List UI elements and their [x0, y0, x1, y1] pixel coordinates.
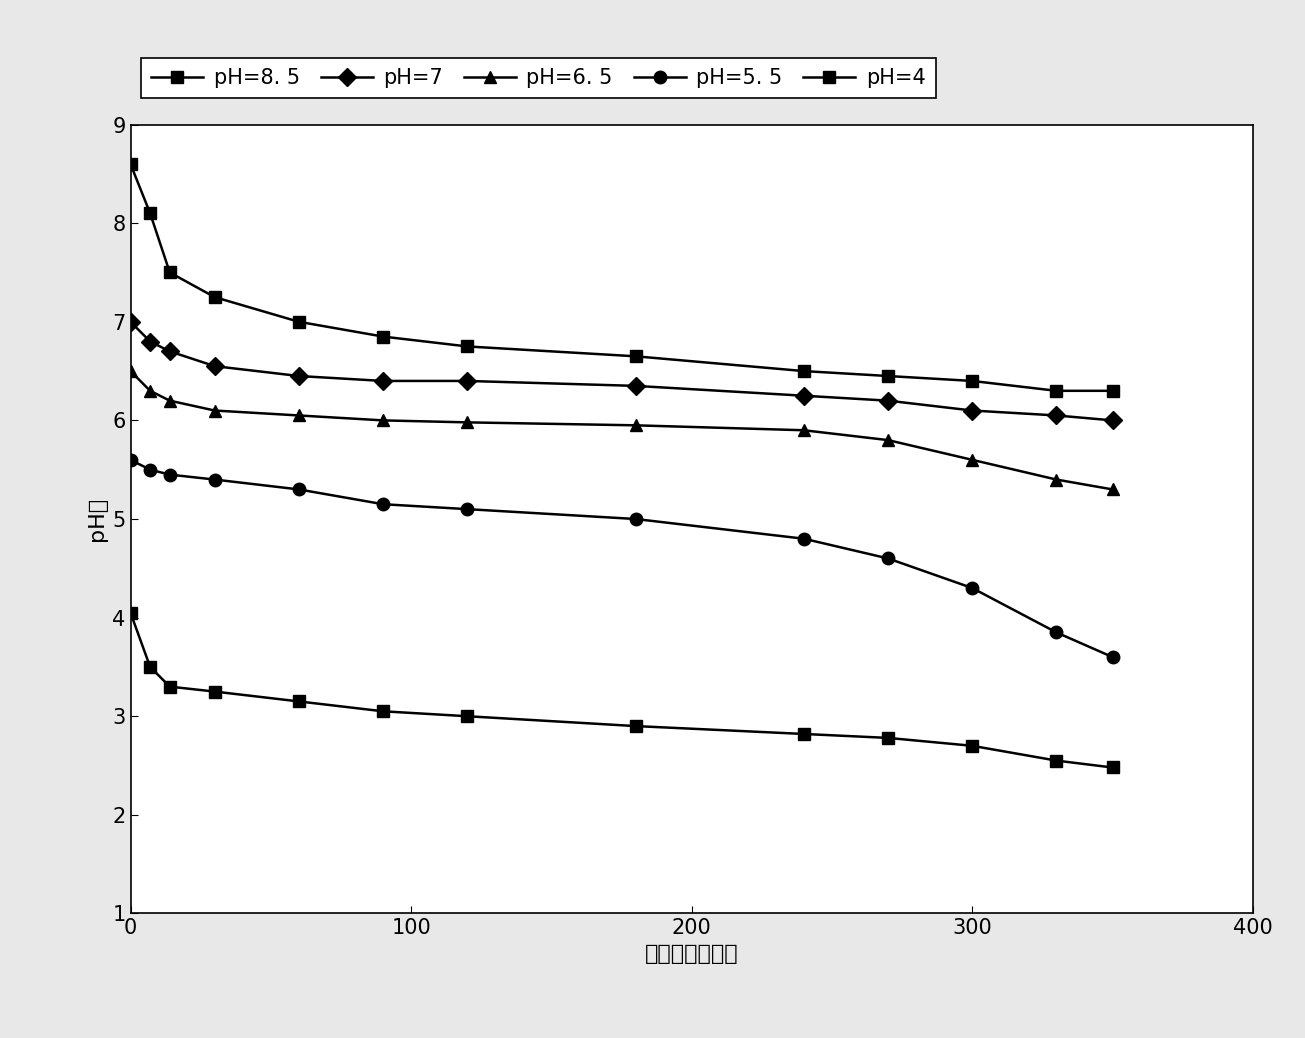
pH=6. 5 [796, 424, 812, 436]
pH=4 [1049, 755, 1065, 767]
pH=8. 5 [142, 208, 158, 220]
pH=8. 5 [628, 350, 643, 362]
pH=8. 5 [206, 291, 222, 303]
pH=6. 5 [162, 394, 177, 407]
Line: pH=8. 5: pH=8. 5 [124, 158, 1118, 398]
pH=4 [880, 732, 895, 744]
Line: pH=7: pH=7 [124, 316, 1118, 427]
pH=4 [459, 710, 475, 722]
pH=5. 5 [964, 581, 980, 594]
Line: pH=5. 5: pH=5. 5 [124, 454, 1118, 663]
pH=4 [628, 720, 643, 733]
pH=4 [206, 685, 222, 698]
pH=8. 5 [964, 375, 980, 387]
pH=5. 5 [162, 468, 177, 481]
pH=4 [376, 705, 392, 717]
pH=8. 5 [123, 158, 138, 170]
pH=4 [291, 695, 307, 708]
pH=5. 5 [376, 498, 392, 511]
pH=7 [1104, 414, 1120, 427]
pH=8. 5 [291, 316, 307, 328]
pH=7 [1049, 409, 1065, 421]
pH=6. 5 [1049, 473, 1065, 486]
pH=6. 5 [291, 409, 307, 421]
Line: pH=4: pH=4 [124, 606, 1118, 773]
Line: pH=6. 5: pH=6. 5 [124, 364, 1118, 496]
pH=7 [142, 335, 158, 348]
pH=6. 5 [142, 385, 158, 398]
pH=5. 5 [880, 552, 895, 565]
pH=8. 5 [796, 364, 812, 377]
pH=8. 5 [1104, 385, 1120, 398]
pH=7 [123, 316, 138, 328]
pH=8. 5 [1049, 385, 1065, 398]
pH=7 [964, 404, 980, 416]
pH=4 [123, 606, 138, 619]
pH=6. 5 [459, 416, 475, 429]
pH=7 [796, 389, 812, 402]
pH=6. 5 [376, 414, 392, 427]
pH=4 [964, 739, 980, 752]
pH=6. 5 [880, 434, 895, 446]
pH=5. 5 [1049, 626, 1065, 638]
pH=5. 5 [291, 483, 307, 495]
pH=5. 5 [142, 463, 158, 475]
pH=7 [291, 370, 307, 382]
pH=5. 5 [1104, 651, 1120, 663]
X-axis label: 购存天数（天）: 购存天数（天） [645, 944, 739, 964]
pH=6. 5 [1104, 483, 1120, 495]
pH=5. 5 [123, 454, 138, 466]
pH=8. 5 [459, 340, 475, 353]
pH=6. 5 [628, 419, 643, 432]
pH=4 [142, 660, 158, 673]
pH=7 [628, 380, 643, 392]
pH=5. 5 [206, 473, 222, 486]
pH=7 [459, 375, 475, 387]
pH=5. 5 [628, 513, 643, 525]
pH=8. 5 [880, 370, 895, 382]
pH=4 [796, 728, 812, 740]
pH=6. 5 [206, 404, 222, 416]
Legend: pH=8. 5, pH=7, pH=6. 5, pH=5. 5, pH=4: pH=8. 5, pH=7, pH=6. 5, pH=5. 5, pH=4 [141, 57, 936, 99]
pH=6. 5 [123, 364, 138, 377]
pH=4 [1104, 761, 1120, 773]
pH=7 [880, 394, 895, 407]
pH=5. 5 [796, 532, 812, 545]
pH=5. 5 [459, 502, 475, 515]
Y-axis label: pH値: pH値 [86, 497, 107, 541]
pH=4 [162, 681, 177, 693]
pH=7 [206, 360, 222, 373]
pH=6. 5 [964, 454, 980, 466]
pH=8. 5 [162, 266, 177, 278]
pH=7 [162, 345, 177, 357]
pH=8. 5 [376, 330, 392, 343]
pH=7 [376, 375, 392, 387]
